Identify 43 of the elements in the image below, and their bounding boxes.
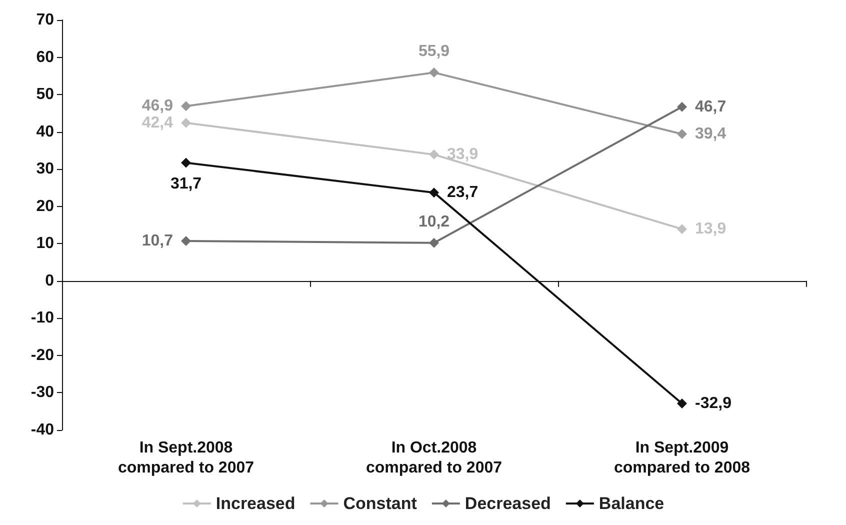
- point: [677, 129, 687, 140]
- x-tick-label: In Oct.2008 compared to 2007: [366, 440, 502, 476]
- y-tick-label: 20: [36, 198, 54, 215]
- data-label: 55,9: [418, 43, 450, 60]
- y-tick-label: -20: [30, 346, 54, 364]
- data-label: -32,9: [695, 395, 732, 412]
- data-label: 31,7: [170, 175, 202, 192]
- data-label: 46,7: [695, 98, 726, 116]
- point: [181, 118, 191, 128]
- legend-label: Decreased: [464, 494, 551, 513]
- y-tick-label: 30: [36, 160, 54, 178]
- point: [429, 68, 439, 78]
- x-tick-label: In Sept.2008 compared to 2007: [118, 440, 254, 476]
- legend-label: Constant: [343, 494, 418, 513]
- data-label: 23,7: [447, 184, 478, 202]
- point: [677, 398, 687, 409]
- data-label: 13,9: [695, 220, 726, 238]
- point: [181, 236, 191, 246]
- data-label: 42,4: [142, 114, 174, 132]
- y-tick-label: 70: [36, 12, 54, 28]
- data-label: 10,7: [142, 232, 174, 250]
- point: [181, 101, 191, 112]
- x-tick-label: In Sept.2009 compared to 2008: [614, 440, 750, 476]
- data-label: 39,4: [695, 126, 726, 143]
- point: [429, 150, 439, 160]
- data-label: 33,9: [447, 146, 478, 164]
- point: [429, 238, 439, 248]
- y-tick-label: -40: [30, 422, 54, 438]
- point: [181, 158, 191, 168]
- y-tick-label: 10: [36, 235, 54, 252]
- y-tick-label: -30: [30, 384, 54, 402]
- point: [677, 224, 687, 234]
- y-tick-label: 50: [36, 86, 54, 104]
- point: [677, 102, 687, 112]
- data-label: 10,2: [418, 213, 450, 230]
- y-tick-label: 0: [45, 272, 54, 290]
- y-tick-label: -10: [30, 310, 54, 327]
- data-label: 46,9: [142, 98, 174, 115]
- y-tick-label: 40: [36, 123, 54, 140]
- y-tick-label: 60: [36, 48, 54, 66]
- point: [429, 188, 439, 198]
- legend-label: Balance: [598, 494, 664, 513]
- legend-label: Increased: [216, 494, 296, 513]
